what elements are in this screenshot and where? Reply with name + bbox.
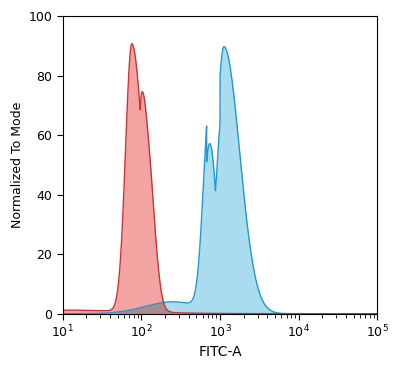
Y-axis label: Normalized To Mode: Normalized To Mode [11,102,24,228]
X-axis label: FITC-A: FITC-A [198,345,242,359]
